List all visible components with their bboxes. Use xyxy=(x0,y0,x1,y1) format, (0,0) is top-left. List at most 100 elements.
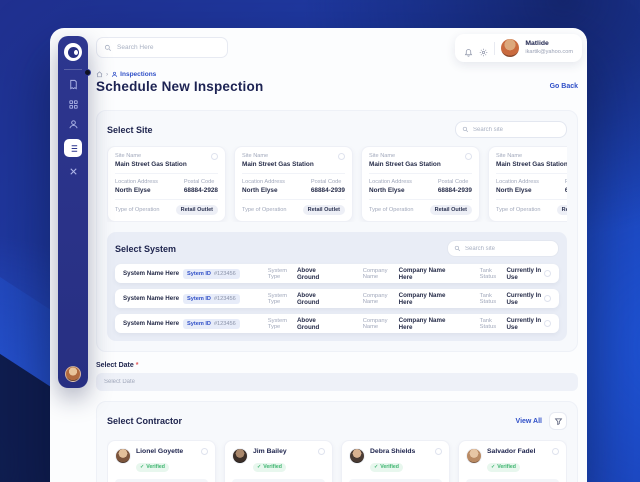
contractor-name: Debra Shields xyxy=(370,448,416,455)
company-label: Company Name xyxy=(362,292,388,305)
check-icon: ✓ xyxy=(257,464,262,470)
system-row[interactable]: System Name Here Sytem ID #123456 System… xyxy=(115,289,559,308)
location-label: Location Address xyxy=(369,179,412,185)
type-badge: Retail Outlet xyxy=(175,205,218,215)
system-type-label: System Type xyxy=(267,267,288,280)
contractor-card[interactable]: Salvador Fadel ✓ Verified Rating: ★★★★★ xyxy=(458,440,567,482)
system-type-value: Above Ground xyxy=(296,291,320,306)
tank-status-value: Currently In Use xyxy=(506,316,542,331)
select-date-field: Select Date * xyxy=(96,362,578,391)
check-icon: ✓ xyxy=(374,464,379,470)
system-radio[interactable] xyxy=(544,295,551,302)
user-icon xyxy=(111,71,118,78)
system-row[interactable]: System Name Here Sytem ID #123456 System… xyxy=(115,264,559,283)
contractor-card[interactable]: Debra Shields ✓ Verified Rating: ★★★★★ xyxy=(341,440,450,482)
type-badge: Retail Outlet xyxy=(556,205,567,215)
required-asterisk: * xyxy=(135,362,139,369)
contractor-avatar xyxy=(115,448,131,464)
user-avatar[interactable] xyxy=(501,39,520,57)
system-type-label: System Type xyxy=(267,292,288,305)
system-search-input[interactable] xyxy=(465,245,552,252)
site-card[interactable]: Site Name Main Street Gas Station Locati… xyxy=(361,146,480,222)
system-type-value: Above Ground xyxy=(296,316,320,331)
inspections-list-icon-active[interactable] xyxy=(64,139,82,157)
sidebar-divider xyxy=(64,69,82,70)
contractor-name: Jim Bailey xyxy=(253,448,287,455)
system-search xyxy=(447,240,559,257)
contractor-radio[interactable] xyxy=(435,448,442,455)
system-row[interactable]: System Name Here Sytem ID #123456 System… xyxy=(115,314,559,333)
app-window: Matlide ikartik@yahoo.com › Inspections … xyxy=(50,28,587,482)
users-icon[interactable] xyxy=(68,119,79,130)
search-input[interactable] xyxy=(117,44,220,51)
contractor-card[interactable]: Lionel Goyette ✓ Verified Rating: ★★★★★ xyxy=(107,440,216,482)
site-radio[interactable] xyxy=(465,153,472,160)
site-search-input[interactable] xyxy=(473,126,560,133)
invoices-icon[interactable] xyxy=(68,79,79,90)
user-chip[interactable]: Matlide ikartik@yahoo.com xyxy=(455,34,582,62)
contractor-card[interactable]: Jim Bailey ✓ Verified Rating: ★★★★★ xyxy=(224,440,333,482)
type-badge: Retail Outlet xyxy=(302,205,345,215)
site-radio[interactable] xyxy=(211,153,218,160)
verified-badge: ✓ Verified xyxy=(370,462,403,472)
divider xyxy=(494,41,496,55)
location-label: Location Address xyxy=(115,179,158,185)
verified-badge: ✓ Verified xyxy=(136,462,169,472)
contractor-name: Salvador Fadel xyxy=(487,448,536,455)
bell-icon[interactable] xyxy=(464,44,473,57)
site-card[interactable]: Site Name Main Street Gas Station Locati… xyxy=(234,146,353,222)
location-value: North Elyse xyxy=(115,187,151,194)
contractor-radio[interactable] xyxy=(318,448,325,455)
verified-badge: ✓ Verified xyxy=(253,462,286,472)
tank-status-label: Tank Status xyxy=(479,292,497,305)
contractor-radio[interactable] xyxy=(201,448,208,455)
dashboard-grid-icon[interactable] xyxy=(68,99,79,110)
rating-row: Rating: ★★★★★ xyxy=(232,479,325,482)
tank-status-value: Currently In Use xyxy=(506,291,542,306)
company-label: Company Name xyxy=(362,317,388,330)
site-card[interactable]: Site Name Main Street Gas Station Locati… xyxy=(107,146,226,222)
sidebar xyxy=(58,36,91,388)
sidebar-user-avatar[interactable] xyxy=(65,366,81,382)
postal-label: Postal Code xyxy=(310,179,342,185)
site-name-label: Site Name xyxy=(369,153,396,159)
system-row-list: System Name Here Sytem ID #123456 System… xyxy=(115,264,559,333)
site-name-label: Site Name xyxy=(242,153,269,159)
site-card[interactable]: Site Name Main Street Gas Station Locati… xyxy=(488,146,567,222)
site-name-value: Main Street Gas Station xyxy=(242,161,314,168)
company-value: Company Name Here xyxy=(398,291,446,306)
location-value: North Elyse xyxy=(369,187,405,194)
breadcrumb-item-inspections[interactable]: Inspections xyxy=(111,71,156,78)
home-icon[interactable] xyxy=(96,71,103,78)
close-icon[interactable] xyxy=(68,166,79,177)
site-name-value: Main Street Gas Station xyxy=(496,161,567,168)
view-all-link[interactable]: View All xyxy=(515,417,542,425)
site-radio[interactable] xyxy=(338,153,345,160)
tank-status-value: Currently In Use xyxy=(506,266,542,281)
select-date-input[interactable] xyxy=(104,379,570,385)
company-value: Company Name Here xyxy=(398,316,446,331)
system-radio[interactable] xyxy=(544,320,551,327)
gear-icon[interactable] xyxy=(479,44,488,56)
location-value: North Elyse xyxy=(496,187,532,194)
site-name-value: Main Street Gas Station xyxy=(115,161,187,168)
system-radio[interactable] xyxy=(544,270,551,277)
site-card-list: Site Name Main Street Gas Station Locati… xyxy=(107,146,567,222)
select-date-label: Select Date * xyxy=(96,362,139,369)
contractor-radio[interactable] xyxy=(552,448,559,455)
system-type-label: System Type xyxy=(267,317,288,330)
verified-badge: ✓ Verified xyxy=(487,462,520,472)
sidebar-collapse-toggle[interactable] xyxy=(84,69,91,76)
system-type-value: Above Ground xyxy=(296,266,320,281)
contractor-avatar xyxy=(232,448,248,464)
search-icon xyxy=(462,126,469,133)
postal-label: Postal Code xyxy=(437,179,469,185)
go-back-link[interactable]: Go Back xyxy=(549,83,578,90)
system-id-badge: Sytem ID #123456 xyxy=(183,318,240,329)
app-logo-icon xyxy=(64,43,82,61)
user-email: ikartik@yahoo.com xyxy=(525,48,573,55)
select-system-heading: Select System xyxy=(115,243,177,254)
system-id-badge: Sytem ID #123456 xyxy=(183,268,240,279)
filter-button[interactable] xyxy=(549,412,567,430)
postal-value: 68884-2928 xyxy=(183,187,218,194)
